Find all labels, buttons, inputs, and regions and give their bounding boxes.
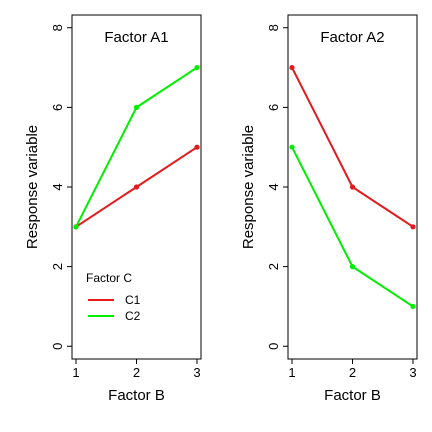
y-tick-label: 2 bbox=[50, 263, 65, 270]
data-point-c2 bbox=[289, 144, 295, 150]
data-point-c1 bbox=[289, 64, 295, 71]
panel-title: Factor A2 bbox=[320, 29, 384, 46]
y-tick-label: 8 bbox=[266, 24, 281, 31]
data-point-c1 bbox=[410, 224, 416, 230]
series-line-c2 bbox=[291, 146, 414, 308]
x-axis-title: Factor B bbox=[324, 387, 381, 404]
data-point-c1 bbox=[133, 184, 140, 190]
x-axis-title: Factor B bbox=[108, 387, 165, 404]
x-tick-label: 1 bbox=[72, 365, 79, 380]
y-tick-label: 4 bbox=[50, 183, 65, 190]
x-tick-label: 2 bbox=[133, 365, 140, 380]
panel-factor-a2: Factor A2 1 2 3 0 2 4 6 8 Factor B Response variab… bbox=[240, 14, 418, 404]
data-point-c2 bbox=[349, 264, 356, 270]
y-tick-label: 8 bbox=[50, 24, 65, 31]
y-tick-label: 4 bbox=[266, 183, 281, 190]
data-point-c2 bbox=[73, 224, 79, 230]
legend: Factor C C1 C2 bbox=[86, 271, 141, 323]
y-axis-title: Response variable bbox=[240, 125, 257, 249]
series-line-c2 bbox=[75, 66, 198, 228]
legend-label-c2: C2 bbox=[125, 309, 141, 323]
data-point-c2 bbox=[410, 303, 416, 310]
y-tick-label: 6 bbox=[50, 104, 65, 111]
y-axis-title: Response variable bbox=[24, 125, 41, 249]
y-tick-label: 6 bbox=[266, 104, 281, 111]
series-line-c1 bbox=[291, 67, 414, 228]
y-tick-label: 0 bbox=[266, 343, 281, 350]
x-tick-label: 3 bbox=[409, 365, 416, 380]
data-point-c1 bbox=[194, 144, 200, 150]
data-point-c1 bbox=[349, 184, 356, 190]
legend-title: Factor C bbox=[86, 271, 132, 285]
panel-factor-a1: Factor A1 1 2 3 0 2 4 6 8 Factor B Response variab… bbox=[24, 14, 202, 404]
data-point-c2 bbox=[194, 64, 200, 71]
y-tick-label: 2 bbox=[266, 263, 281, 270]
x-tick-label: 2 bbox=[349, 365, 356, 380]
x-tick-label: 1 bbox=[288, 365, 295, 380]
y-tick-label: 0 bbox=[50, 343, 65, 350]
data-point-c2 bbox=[133, 104, 140, 110]
panel-title: Factor A1 bbox=[104, 29, 168, 46]
legend-label-c1: C1 bbox=[125, 293, 141, 307]
x-tick-label: 3 bbox=[193, 365, 200, 380]
